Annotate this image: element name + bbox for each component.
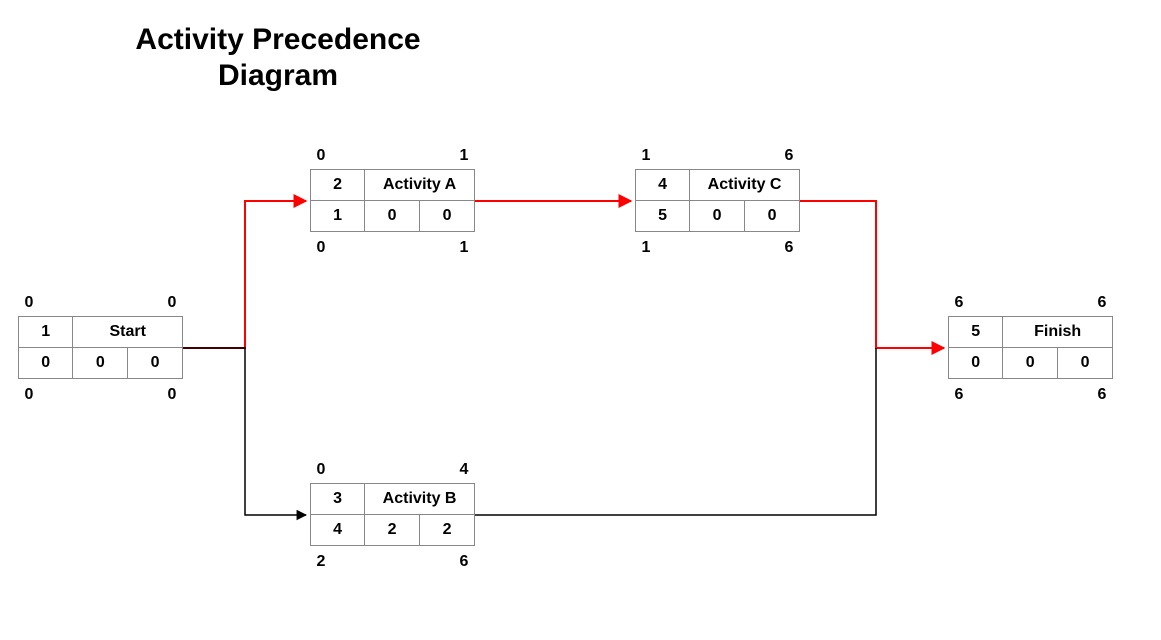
node-box: 5Finish000	[948, 316, 1113, 379]
cell-c3: 0	[1003, 348, 1058, 379]
ls-value: 0	[306, 239, 336, 257]
lf-value: 1	[449, 239, 479, 257]
cell-c4: 0	[128, 348, 183, 379]
cell-c1: 3	[311, 484, 365, 515]
ef-value: 6	[1087, 294, 1117, 312]
node-box: 3Activity B422	[310, 483, 475, 546]
node-finish: 66665Finish000	[948, 316, 1113, 379]
cell-c3: 0	[73, 348, 128, 379]
ls-value: 6	[944, 386, 974, 404]
node-box: 4Activity C500	[635, 169, 800, 232]
cell-label: Start	[73, 317, 183, 348]
cell-c1: 1	[19, 317, 73, 348]
cell-c1: 5	[949, 317, 1003, 348]
edge-start-actA	[183, 201, 306, 348]
node-actB: 04263Activity B422	[310, 483, 475, 546]
cell-label: Finish	[1003, 317, 1113, 348]
es-value: 0	[306, 461, 336, 479]
cell-c1: 2	[311, 170, 365, 201]
es-value: 6	[944, 294, 974, 312]
ls-value: 2	[306, 553, 336, 571]
cell-c1: 4	[636, 170, 690, 201]
lf-value: 6	[1087, 386, 1117, 404]
lf-value: 0	[157, 386, 187, 404]
edge-start-actB	[183, 348, 306, 515]
cell-c4: 0	[1058, 348, 1113, 379]
cell-label: Activity C	[690, 170, 800, 201]
node-actA: 01012Activity A100	[310, 169, 475, 232]
node-box: 2Activity A100	[310, 169, 475, 232]
ef-value: 1	[449, 147, 479, 165]
node-actC: 16164Activity C500	[635, 169, 800, 232]
lf-value: 6	[449, 553, 479, 571]
node-box: 1Start000	[18, 316, 183, 379]
cell-c3: 0	[365, 201, 420, 232]
es-value: 1	[631, 147, 661, 165]
node-start: 00001Start000	[18, 316, 183, 379]
cell-c4: 0	[420, 201, 475, 232]
es-value: 0	[14, 294, 44, 312]
cell-c3: 2	[365, 515, 420, 546]
edge-actC-finish	[800, 201, 944, 348]
cell-c2: 0	[949, 348, 1003, 379]
ef-value: 6	[774, 147, 804, 165]
ef-value: 0	[157, 294, 187, 312]
ef-value: 4	[449, 461, 479, 479]
cell-c4: 2	[420, 515, 475, 546]
cell-c2: 5	[636, 201, 690, 232]
es-value: 0	[306, 147, 336, 165]
cell-c2: 0	[19, 348, 73, 379]
cell-label: Activity B	[365, 484, 475, 515]
edge-actB-finish	[475, 348, 876, 515]
cell-c2: 4	[311, 515, 365, 546]
ls-value: 0	[14, 386, 44, 404]
lf-value: 6	[774, 239, 804, 257]
ls-value: 1	[631, 239, 661, 257]
cell-c4: 0	[745, 201, 800, 232]
cell-c2: 1	[311, 201, 365, 232]
cell-label: Activity A	[365, 170, 475, 201]
cell-c3: 0	[690, 201, 745, 232]
diagram-title: Activity PrecedenceDiagram	[118, 22, 438, 94]
